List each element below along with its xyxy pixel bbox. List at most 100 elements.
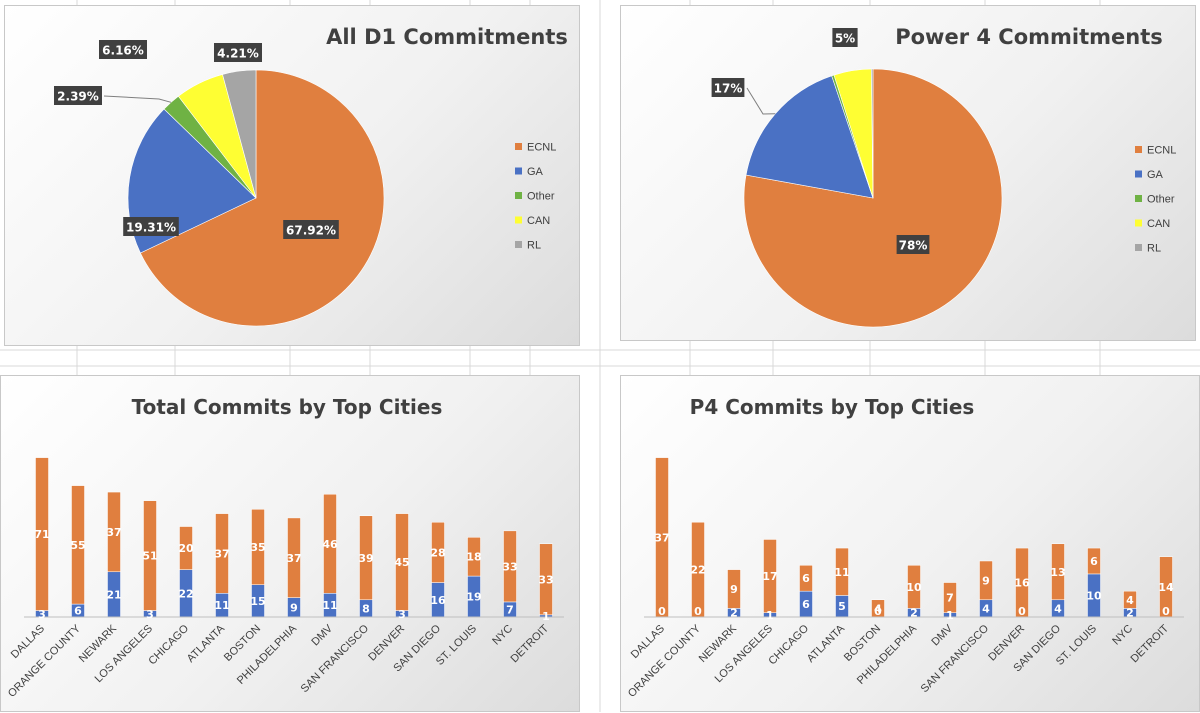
pie-slice-ecnl[interactable] — [140, 69, 385, 327]
bar-data-label: 7 — [506, 603, 514, 616]
bar-data-label: 6 — [1090, 555, 1098, 568]
bar-ecnl-detroit[interactable] — [539, 543, 553, 616]
bar-data-label: 33 — [538, 573, 553, 586]
bar-data-label: 7 — [946, 592, 954, 605]
pie — [127, 69, 385, 327]
bar-ecnl-san-diego[interactable] — [431, 521, 445, 583]
bar-series-group — [35, 457, 553, 618]
bar-data-label: 55 — [70, 539, 85, 552]
bar-ecnl-atlanta[interactable] — [835, 547, 849, 596]
bar-ecnl-los-angeles[interactable] — [143, 500, 157, 611]
bar-data-label: 20 — [178, 542, 194, 555]
bar-data-label: 37 — [286, 552, 301, 565]
x-tick-label: SAN FRANCISCO — [919, 622, 992, 695]
data-callout-box — [283, 220, 339, 239]
data-callout-box — [896, 235, 930, 254]
bar-ecnl-chicago[interactable] — [799, 565, 813, 592]
bar-data-label: 10 — [1086, 589, 1102, 602]
legend-swatch-rl — [515, 241, 522, 248]
bar-ecnl-orange-county[interactable] — [71, 485, 85, 605]
bar-data-label: 14 — [1158, 581, 1174, 594]
legend-label-rl: RL — [527, 240, 541, 252]
chart-total-commits-by-top-cities[interactable]: Total Commits by Top Cities 3 71 DALLAS 6 55… — [0, 375, 580, 712]
data-callout-box — [711, 78, 745, 97]
legend-label-ecnl: ECNL — [1147, 145, 1176, 157]
data-label-rl: 4.21% — [217, 47, 259, 61]
bar-data-label: 3 — [38, 608, 46, 621]
bar-ecnl-chicago[interactable] — [179, 526, 193, 570]
bar-ecnl-dmv[interactable] — [323, 493, 337, 594]
bar-ecnl-san-diego[interactable] — [1051, 543, 1065, 601]
bar-ecnl-los-angeles[interactable] — [763, 539, 777, 613]
pie-slice-rl[interactable] — [222, 69, 257, 199]
pie-slice-rl[interactable] — [871, 68, 874, 199]
bar-data-label: 0 — [1162, 605, 1170, 618]
chart-p4-commits-by-top-cities[interactable]: P4 Commits by Top Cities 0 37 DALLAS 0 22 ORA… — [620, 375, 1200, 712]
bar-ecnl-san-francisco[interactable] — [359, 515, 373, 601]
legend-label-ecnl: ECNL — [527, 142, 556, 154]
bar-data-label: 8 — [362, 602, 370, 615]
data-callout-box — [832, 28, 858, 47]
bar-ecnl-st-louis[interactable] — [1087, 547, 1101, 575]
data-label-ga: 19.31% — [126, 221, 176, 235]
bar-data-label: 2 — [1126, 607, 1134, 620]
legend-label-can: CAN — [527, 215, 550, 227]
bar-ecnl-philadelphia[interactable] — [907, 565, 921, 609]
bar-data-label: 4 — [1054, 602, 1062, 615]
x-tick-label: ATLANTA — [805, 622, 848, 665]
legend-label-other: Other — [1147, 194, 1175, 206]
bar-ecnl-denver[interactable] — [395, 513, 409, 611]
legend-swatch-ga — [1135, 170, 1142, 178]
legend-label-can: CAN — [1147, 218, 1170, 230]
bar-data-label: 18 — [466, 551, 481, 564]
bar-data-label: 35 — [250, 541, 265, 554]
bar-data-label: 11 — [214, 599, 229, 612]
bar-ecnl-boston[interactable] — [251, 509, 265, 585]
bar-ecnl-newark[interactable] — [727, 569, 741, 609]
chart-all-d1-commitments[interactable]: All D1 Commitments 67.92% 19.31% 2.39% 6.16… — [4, 5, 580, 346]
bar-data-label: 51 — [142, 550, 157, 563]
bar-ecnl-dmv[interactable] — [943, 582, 957, 613]
bar-ecnl-st-louis[interactable] — [467, 537, 481, 577]
x-tick-label: CHICAGO — [766, 622, 811, 667]
legend-label-other: Other — [527, 191, 555, 203]
bar-data-label: 37 — [654, 531, 669, 544]
callout-leader-line — [746, 87, 776, 115]
bar-data-label: 46 — [322, 538, 338, 551]
bar-data-label: 16 — [1014, 577, 1030, 590]
chart-legend: ECNL GA Other CAN RL — [1135, 145, 1176, 255]
x-tick-label: DETROIT — [1128, 622, 1171, 665]
bar-data-label: 2 — [730, 607, 738, 620]
bar-ecnl-philadelphia[interactable] — [287, 517, 301, 598]
bar-ecnl-dallas[interactable] — [35, 457, 49, 611]
x-tick-label: DMV — [309, 622, 335, 648]
bar-data-label: 0 — [658, 605, 666, 618]
pie-slice-ga[interactable] — [745, 75, 874, 199]
bar-data-label: 22 — [178, 587, 193, 600]
bar-data-label: 0 — [694, 605, 702, 618]
bar-data-label: 21 — [106, 588, 121, 601]
bar-ecnl-nyc[interactable] — [1123, 590, 1137, 609]
bar-ecnl-san-francisco[interactable] — [979, 560, 993, 601]
bar-ecnl-atlanta[interactable] — [215, 513, 229, 594]
bar-data-label: 1 — [946, 609, 954, 622]
legend-swatch-can — [515, 216, 522, 224]
x-tick-label: SAN FRANCISCO — [299, 622, 372, 695]
bar-data-label: 33 — [502, 560, 517, 573]
bar-data-label: 22 — [690, 564, 705, 577]
data-callout-box — [123, 217, 179, 236]
bar-data-label: 17 — [762, 570, 777, 583]
legend-label-ga: GA — [1147, 169, 1164, 181]
data-label-other: 2.39% — [57, 90, 99, 104]
legend-swatch-ecnl — [1135, 146, 1142, 153]
legend-swatch-can — [1135, 219, 1142, 227]
bar-data-label: 5 — [838, 600, 846, 613]
bar-ecnl-nyc[interactable] — [503, 530, 517, 603]
bar-data-label: 6 — [802, 572, 810, 585]
chart-power-4-commitments[interactable]: Power 4 Commitments 78% 17% 5% ECNL GA Other C… — [620, 5, 1196, 341]
chart-power-4-commitments-canvas: Power 4 Commitments 78% 17% 5% ECNL GA Other C… — [711, 25, 1176, 328]
chart-total-commits-canvas: Total Commits by Top Cities 371DALLAS655… — [6, 395, 564, 700]
bar-data-label: 0 — [874, 605, 882, 618]
bar-data-label: 28 — [430, 546, 445, 559]
bar-ecnl-newark[interactable] — [107, 491, 121, 573]
